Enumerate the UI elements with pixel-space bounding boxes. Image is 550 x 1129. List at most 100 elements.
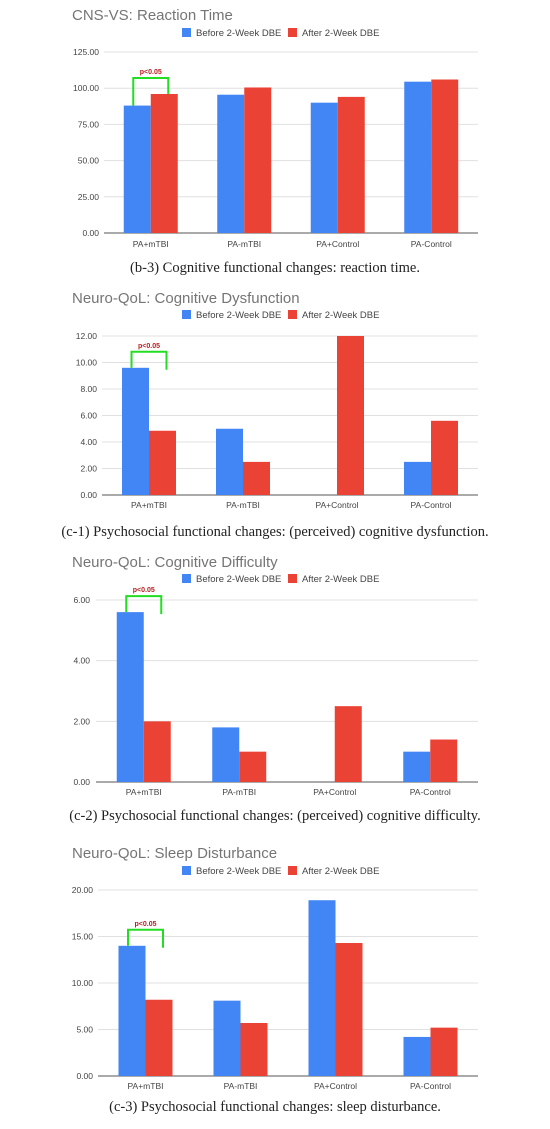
significance-label: p<0.05: [138, 343, 160, 350]
y-tick-label: 75.00: [78, 119, 100, 129]
bar-after: [149, 430, 176, 495]
significance-label: p<0.05: [140, 69, 162, 76]
bar-before: [213, 1000, 241, 1076]
y-tick-label: 5.00: [76, 1025, 93, 1035]
y-tick-label: 15.00: [72, 932, 94, 942]
x-tick-label: PA-mTBI: [226, 500, 260, 510]
bar-after: [150, 93, 178, 233]
x-tick-label: PA+Control: [316, 239, 359, 249]
legend-swatch-after: [288, 28, 297, 37]
bar-after: [143, 721, 171, 782]
bar-before: [122, 367, 149, 495]
legend-label-after: After 2-Week DBE: [302, 28, 379, 39]
chart-panel-sleep-disturbance: Neuro-QoL: Sleep Disturbance Before 2-Wee…: [0, 840, 550, 1129]
x-tick-label: PA+Control: [313, 787, 356, 797]
y-tick-label: 0.00: [73, 777, 90, 787]
bar-before: [310, 102, 338, 234]
bar-after: [431, 420, 458, 495]
x-tick-label: PA-mTBI: [224, 1081, 258, 1091]
bar-after: [240, 1022, 268, 1076]
bar-before: [403, 751, 431, 782]
bar-before: [216, 428, 243, 495]
bar-after: [244, 87, 272, 233]
legend-swatch-after: [288, 310, 297, 319]
legend-swatch-after: [288, 574, 297, 583]
bar-before: [123, 105, 151, 233]
x-tick-label: PA-Control: [411, 239, 452, 249]
chart-title: Neuro-QoL: Cognitive Dysfunction: [72, 290, 300, 307]
legend-swatch-before: [182, 866, 191, 875]
y-tick-label: 100.00: [73, 83, 99, 93]
x-tick-label: PA+mTBI: [128, 1081, 164, 1091]
bar-after: [430, 739, 458, 782]
y-tick-label: 0.00: [76, 1071, 93, 1081]
figure-caption: (c-3) Psychosocial functional changes: s…: [109, 1099, 441, 1115]
legend-label-after: After 2-Week DBE: [302, 866, 379, 877]
y-tick-label: 125.00: [73, 47, 99, 57]
legend-label-after: After 2-Week DBE: [302, 310, 379, 321]
significance-bracket: [132, 76, 170, 106]
bar-after: [337, 96, 365, 233]
legend-swatch-before: [182, 574, 191, 583]
y-tick-label: 4.00: [80, 437, 97, 447]
bar-after: [334, 706, 362, 782]
bar-before: [212, 727, 240, 782]
x-tick-label: PA+Control: [315, 500, 358, 510]
significance-bracket: [125, 595, 163, 615]
y-tick-label: 20.00: [72, 885, 94, 895]
y-tick-label: 10.00: [72, 978, 94, 988]
bar-before: [308, 900, 336, 1076]
y-tick-label: 2.00: [80, 464, 97, 474]
chart-cognitive-dysfunction: Neuro-QoL: Cognitive Dysfunction Before 2…: [72, 290, 478, 510]
bar-after: [335, 943, 363, 1076]
chart-title: CNS-VS: Reaction Time: [72, 7, 233, 24]
legend-swatch-before: [182, 310, 191, 319]
legend-label-before: Before 2-Week DBE: [196, 574, 281, 585]
bar-after: [243, 461, 270, 495]
legend-swatch-after: [288, 866, 297, 875]
y-tick-label: 6.00: [73, 595, 90, 605]
bar-before: [116, 612, 144, 782]
x-tick-label: PA-mTBI: [227, 239, 261, 249]
x-tick-label: PA+Control: [314, 1081, 357, 1091]
figure-caption: (c-2) Psychosocial functional changes: (…: [69, 808, 481, 824]
chart-panel-cognitive-difficulty: Neuro-QoL: Cognitive Difficulty Before 2-…: [0, 552, 550, 838]
y-tick-label: 10.00: [76, 358, 98, 368]
legend-label-after: After 2-Week DBE: [302, 574, 379, 585]
bar-before: [403, 1036, 431, 1076]
bar-after: [337, 336, 364, 495]
figure-caption: (c-1) Psychosocial functional changes: (…: [61, 524, 489, 540]
legend-label-before: Before 2-Week DBE: [196, 310, 281, 321]
bar-after: [145, 999, 173, 1076]
y-tick-label: 25.00: [78, 192, 100, 202]
legend-label-before: Before 2-Week DBE: [196, 28, 281, 39]
bar-before: [217, 94, 245, 233]
significance-label: p<0.05: [135, 921, 157, 928]
y-tick-label: 6.00: [80, 411, 97, 421]
bar-after: [239, 751, 267, 782]
chart-reaction-time: CNS-VS: Reaction Time Before 2-Week DBE Af…: [72, 7, 478, 249]
significance-bracket: [130, 350, 168, 370]
bar-before: [404, 461, 431, 495]
x-tick-label: PA+mTBI: [126, 787, 162, 797]
chart-title: Neuro-QoL: Sleep Disturbance: [72, 845, 277, 862]
y-tick-label: 2.00: [73, 716, 90, 726]
legend-swatch-before: [182, 28, 191, 37]
x-tick-label: PA-Control: [410, 787, 451, 797]
x-tick-label: PA+mTBI: [133, 239, 169, 249]
x-tick-label: PA-mTBI: [222, 787, 256, 797]
y-tick-label: 0.00: [82, 228, 99, 238]
chart-panel-reaction-time: CNS-VS: Reaction Time Before 2-Week DBE Af…: [0, 0, 550, 284]
chart-cognitive-difficulty: Neuro-QoL: Cognitive Difficulty Before 2-…: [72, 554, 478, 797]
chart-title: Neuro-QoL: Cognitive Difficulty: [72, 554, 278, 571]
x-tick-label: PA-Control: [411, 500, 452, 510]
significance-bracket: [127, 928, 164, 948]
y-tick-label: 8.00: [80, 384, 97, 394]
bar-after: [430, 1027, 458, 1076]
figure-caption: (b-3) Cognitive functional changes: reac…: [130, 260, 420, 276]
bar-before: [118, 945, 146, 1076]
y-tick-label: 4.00: [73, 656, 90, 666]
y-tick-label: 12.00: [76, 331, 98, 341]
y-tick-label: 50.00: [78, 156, 100, 166]
bar-before: [404, 81, 432, 234]
